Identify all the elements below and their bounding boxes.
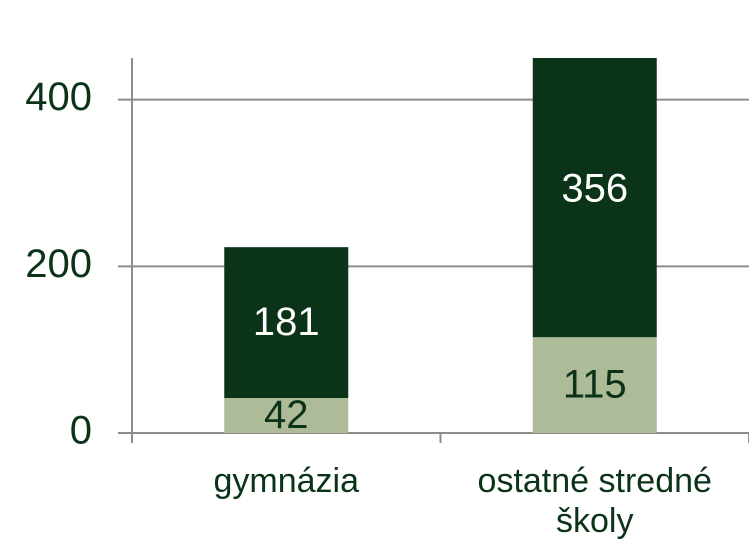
x-tick-label-box: gymnázia bbox=[213, 462, 359, 500]
bar-segment bbox=[532, 337, 657, 433]
y-tick-label: 0 bbox=[70, 409, 92, 453]
data-label: 181 bbox=[253, 300, 320, 344]
x-tick-label: gymnázia bbox=[213, 462, 359, 500]
data-label: 42 bbox=[264, 393, 309, 437]
bars bbox=[224, 58, 657, 433]
x-tick-label: ostatné stredné školy bbox=[477, 462, 712, 540]
bar-segment bbox=[224, 247, 349, 398]
y-tick-label: 200 bbox=[25, 242, 92, 286]
x-tick-label-box: ostatné stredné školy bbox=[477, 462, 712, 540]
bar-segment bbox=[532, 58, 657, 338]
bar-segment bbox=[224, 398, 349, 433]
data-label: 356 bbox=[561, 166, 628, 210]
y-tick-label: 400 bbox=[25, 75, 92, 119]
data-label: 115 bbox=[563, 363, 627, 407]
